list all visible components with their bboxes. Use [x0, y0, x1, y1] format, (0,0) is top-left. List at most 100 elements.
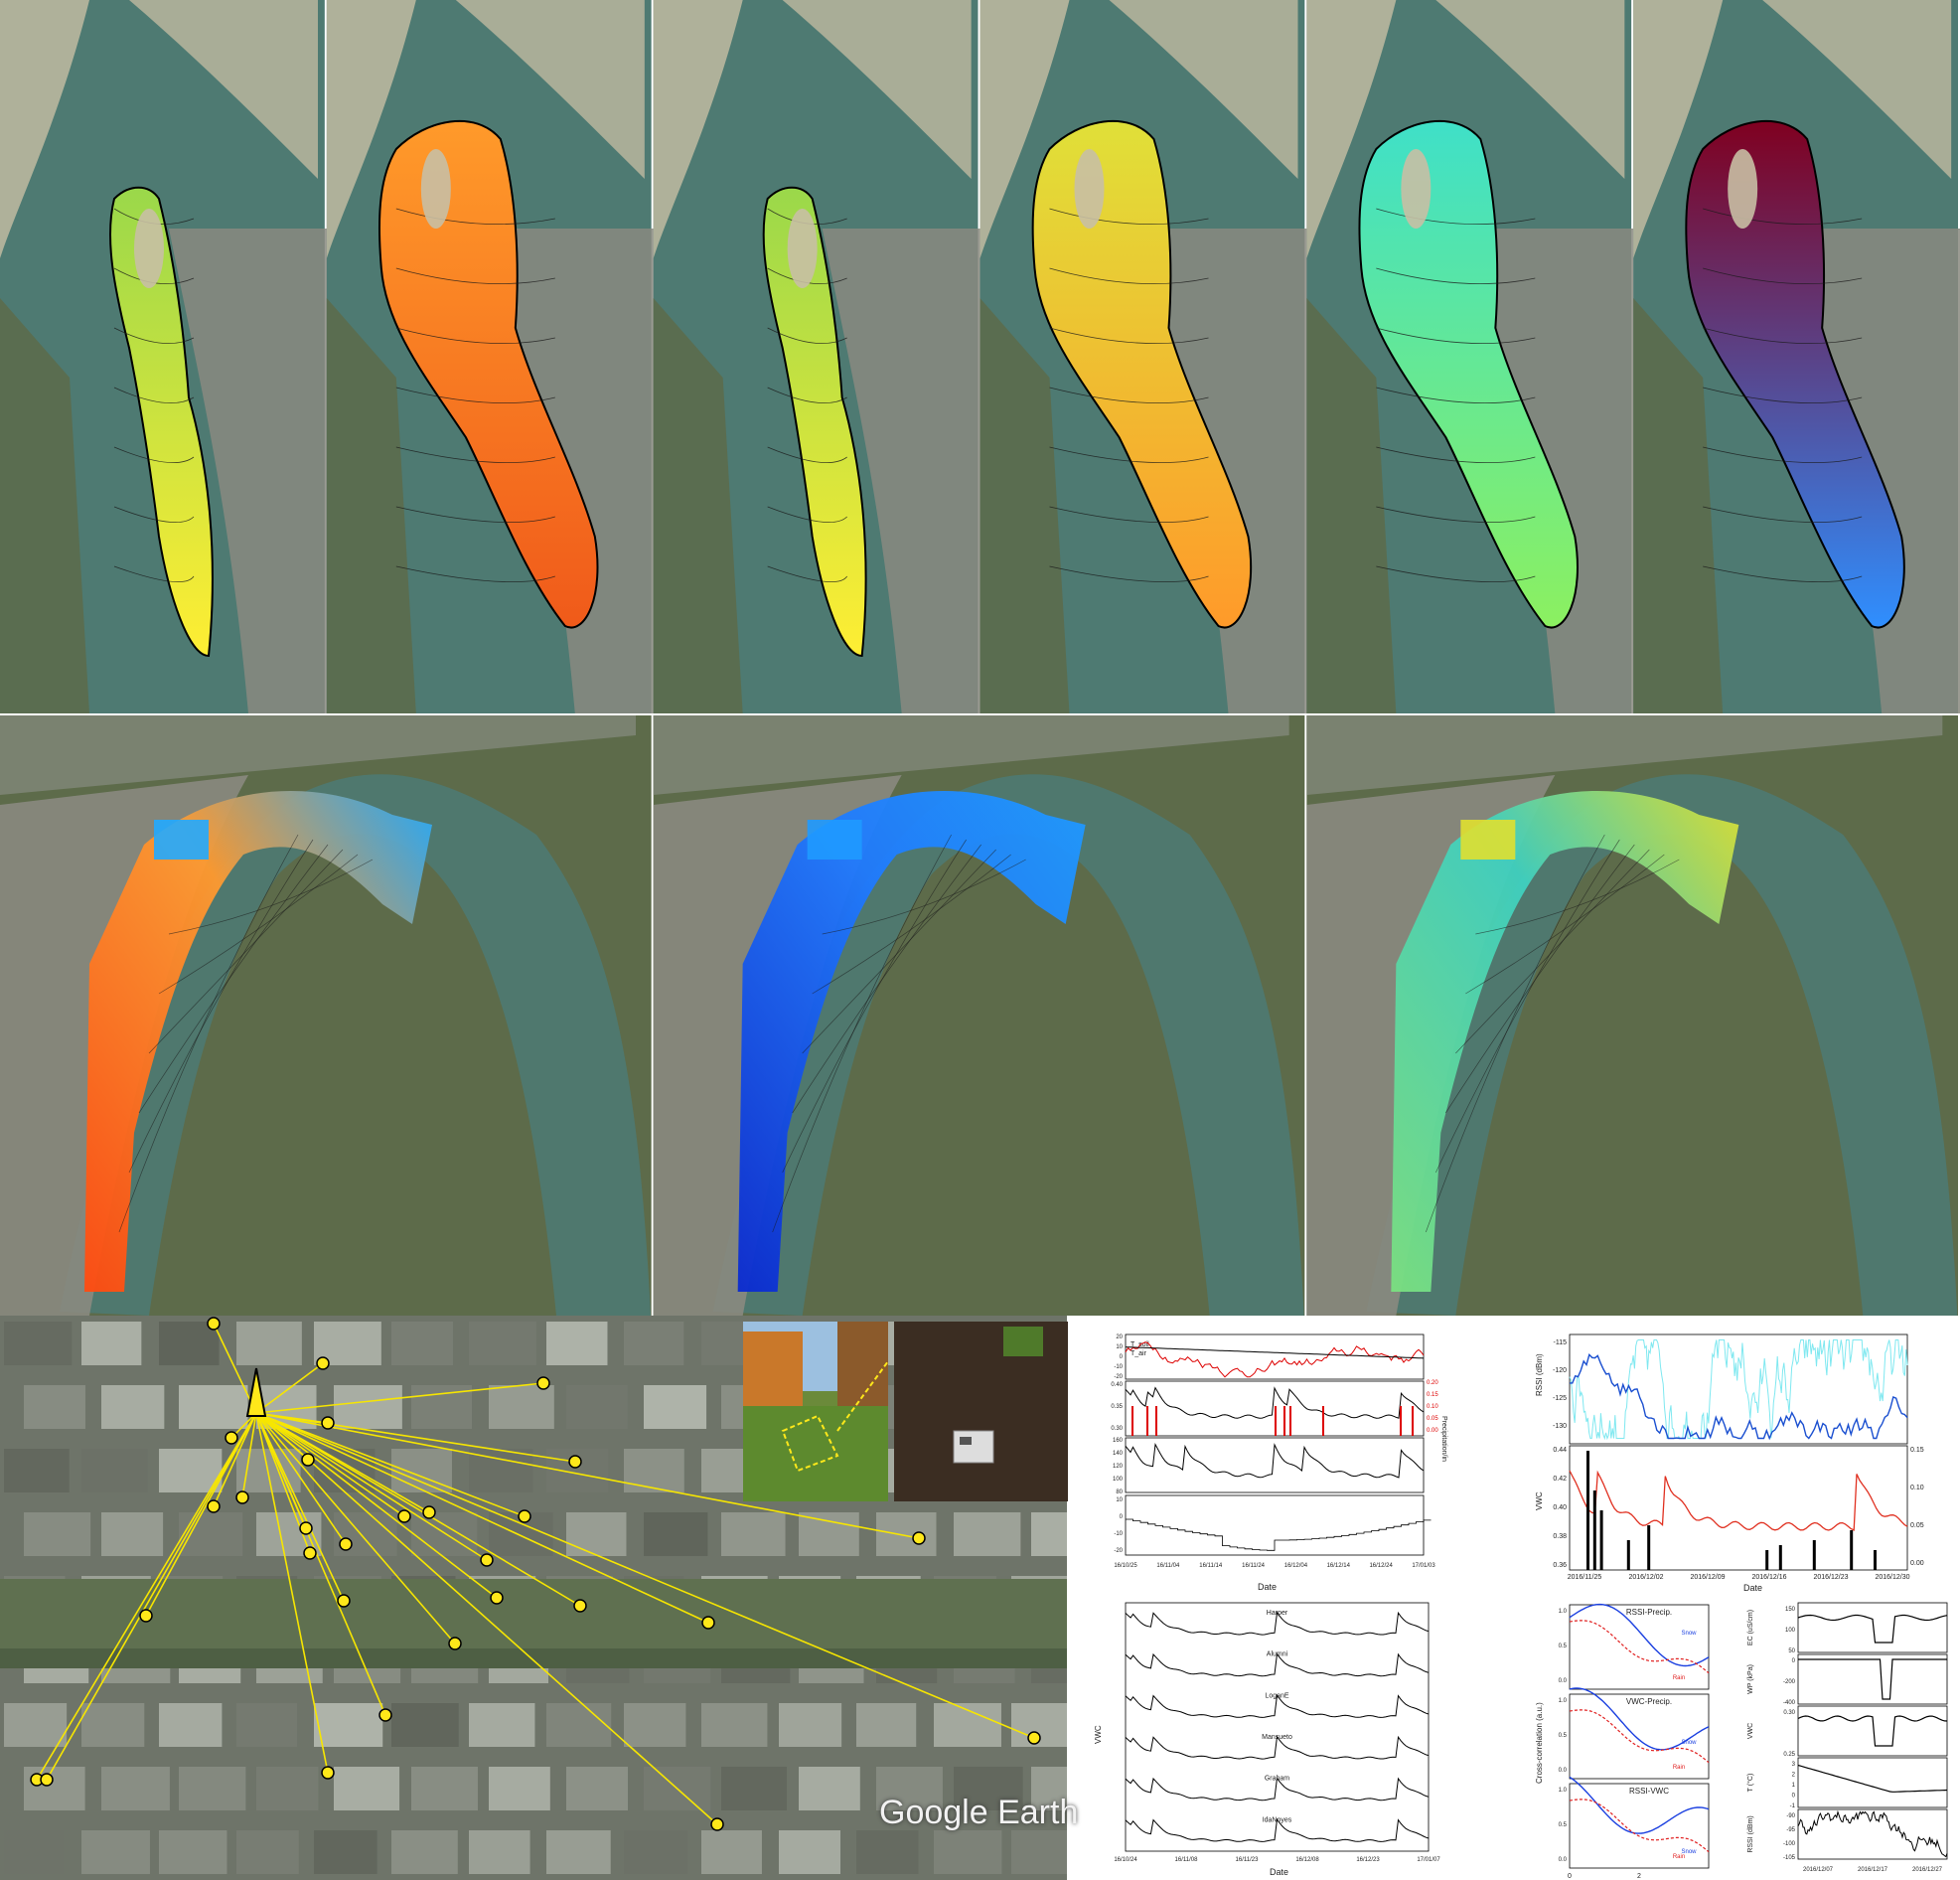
building-block: [1011, 1830, 1067, 1874]
contour-line: [1049, 506, 1209, 524]
building-block: [624, 1322, 684, 1365]
chart-b-precip-bar: [1647, 1525, 1651, 1570]
chart-d-rain-curve: [1569, 1709, 1710, 1764]
building-block: [566, 1385, 628, 1429]
chart-b-y-tick: -115: [1554, 1339, 1568, 1346]
contour-line: [1435, 839, 1620, 1174]
contour-line: [1703, 327, 1863, 345]
contour-line: [1049, 565, 1209, 583]
chart-e-y-tick: 3: [1792, 1762, 1796, 1768]
link-line: [255, 1362, 324, 1414]
contour-line: [1376, 565, 1536, 583]
chart-b-vwc: [1569, 1470, 1908, 1531]
link-line: [255, 1412, 329, 1774]
contour-line: [822, 859, 1026, 935]
contour-line: [395, 208, 555, 226]
building-block: [314, 1703, 383, 1747]
building-block: [799, 1512, 859, 1556]
building-block: [546, 1703, 612, 1747]
sensor-node: [422, 1505, 436, 1519]
building-block: [469, 1830, 530, 1874]
building-block: [236, 1703, 298, 1747]
link-line: [213, 1323, 257, 1414]
building-block: [159, 1449, 223, 1492]
contour-line: [113, 506, 195, 523]
chart-d-y-tick: 1.0: [1559, 1788, 1568, 1794]
contour-line: [1703, 506, 1863, 524]
sensor-node: [225, 1431, 238, 1445]
chart-d-snow-label: Snow: [1681, 1740, 1697, 1746]
chart-b-precip-bar: [1586, 1451, 1589, 1570]
sandbar: [782, 0, 972, 179]
midway-park: [0, 1648, 1067, 1668]
river-overlay: [377, 119, 599, 629]
chart-c-series-6: [1125, 1817, 1430, 1842]
chart-a-r-tick: 0.15: [1427, 1392, 1438, 1398]
chart-b-precip-bar: [1874, 1550, 1877, 1570]
sensor-node: [710, 1817, 724, 1831]
building-block: [81, 1322, 142, 1365]
vegetation: [980, 298, 1070, 713]
chart-e-ylabel: WP (kPa): [1747, 1664, 1754, 1694]
chart-c-x-tick: 16/12/23: [1356, 1857, 1380, 1863]
building-block: [179, 1385, 248, 1429]
building-block: [546, 1830, 611, 1874]
mid-map-panel-3: [1306, 715, 1958, 1316]
chart-d-panel-title: VWC-Precip.: [1626, 1697, 1672, 1706]
contour-line: [802, 849, 996, 1054]
building-block: [391, 1830, 458, 1874]
link-line: [255, 1382, 544, 1414]
chart-b-x-tick: 2016/12/02: [1628, 1574, 1663, 1581]
gateway-tower-icon: [245, 1367, 267, 1417]
chart-b-x-tick: 2016/12/09: [1690, 1574, 1725, 1581]
mid-map-panel-1: [0, 715, 652, 1316]
sensor-node: [139, 1609, 153, 1623]
building-block: [954, 1767, 1023, 1810]
chart-a-y-tick: -10: [1114, 1364, 1123, 1370]
link-line: [255, 1412, 576, 1463]
chart-a-r-tick: 0.00: [1427, 1428, 1438, 1434]
building-block: [701, 1830, 762, 1874]
link-line: [255, 1412, 1035, 1739]
chart-d-y-tick: 0.5: [1559, 1822, 1568, 1828]
sandbar: [1109, 0, 1298, 179]
building-block: [391, 1322, 453, 1365]
chart-a-y-tick: 120: [1113, 1464, 1124, 1470]
contour-line: [1703, 565, 1863, 583]
island: [1728, 149, 1758, 229]
top-map-panel-3: [653, 0, 980, 713]
link-line: [241, 1412, 257, 1498]
chart-b-rssi-raw: [1569, 1339, 1908, 1441]
building-block: [624, 1703, 686, 1747]
sensor-node: [397, 1509, 411, 1523]
chart-d-axes-2: [1569, 1693, 1710, 1780]
chart-a-x-tick: 16/10/25: [1114, 1563, 1137, 1569]
chart-e-axes-3: [1797, 1705, 1948, 1757]
chart-e-t: [1797, 1764, 1948, 1793]
sensor-node: [480, 1553, 494, 1567]
sensor-node: [235, 1490, 249, 1504]
chart-a-right-label: Precipitation/in: [1440, 1416, 1447, 1462]
building-block: [546, 1449, 609, 1492]
chart-c-series-label: Alumni: [1267, 1651, 1288, 1658]
building-block: [876, 1512, 937, 1556]
contour-line: [113, 565, 195, 582]
building-block: [489, 1385, 554, 1429]
building-block: [24, 1767, 85, 1810]
vegetation: [1633, 298, 1724, 713]
building-block: [1031, 1512, 1067, 1556]
link-line: [255, 1412, 456, 1645]
chart-d-panel-title: RSSI-Precip.: [1626, 1608, 1672, 1617]
chart-b: RSSI (dBm) VWC Date -115 -120 -125 -130 0.44…: [1530, 1327, 1937, 1595]
chart-d-ylabel: Cross-correlation (a.u.): [1535, 1702, 1544, 1784]
building-block: [236, 1322, 302, 1365]
building-block: [159, 1830, 227, 1874]
chart-a: Date T_soil T_air Precipitation/in 16/10…: [1091, 1327, 1448, 1595]
chart-e-y-tick: 100: [1785, 1628, 1796, 1634]
sensor-node: [912, 1531, 926, 1545]
building-block: [81, 1830, 150, 1874]
island: [420, 149, 451, 229]
building-block: [101, 1767, 170, 1810]
chart-a-series-t-air: [1125, 1341, 1425, 1378]
chart-b-precip-bar: [1599, 1510, 1603, 1570]
